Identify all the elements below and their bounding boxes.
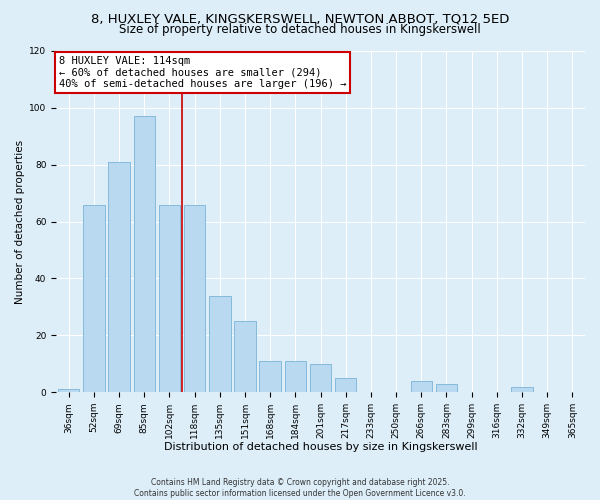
Bar xyxy=(335,378,356,392)
Bar xyxy=(235,321,256,392)
X-axis label: Distribution of detached houses by size in Kingskerswell: Distribution of detached houses by size … xyxy=(164,442,478,452)
Bar xyxy=(284,361,306,392)
Bar xyxy=(109,162,130,392)
Bar xyxy=(209,296,230,392)
Text: 8, HUXLEY VALE, KINGSKERSWELL, NEWTON ABBOT, TQ12 5ED: 8, HUXLEY VALE, KINGSKERSWELL, NEWTON AB… xyxy=(91,12,509,26)
Bar xyxy=(410,381,432,392)
Bar xyxy=(184,204,205,392)
Bar xyxy=(511,386,533,392)
Bar xyxy=(259,361,281,392)
Text: 8 HUXLEY VALE: 114sqm
← 60% of detached houses are smaller (294)
40% of semi-det: 8 HUXLEY VALE: 114sqm ← 60% of detached … xyxy=(59,56,346,90)
Bar xyxy=(310,364,331,392)
Bar xyxy=(58,390,79,392)
Bar xyxy=(436,384,457,392)
Bar xyxy=(134,116,155,392)
Y-axis label: Number of detached properties: Number of detached properties xyxy=(15,140,25,304)
Text: Size of property relative to detached houses in Kingskerswell: Size of property relative to detached ho… xyxy=(119,22,481,36)
Bar xyxy=(83,204,104,392)
Bar xyxy=(159,204,180,392)
Text: Contains HM Land Registry data © Crown copyright and database right 2025.
Contai: Contains HM Land Registry data © Crown c… xyxy=(134,478,466,498)
